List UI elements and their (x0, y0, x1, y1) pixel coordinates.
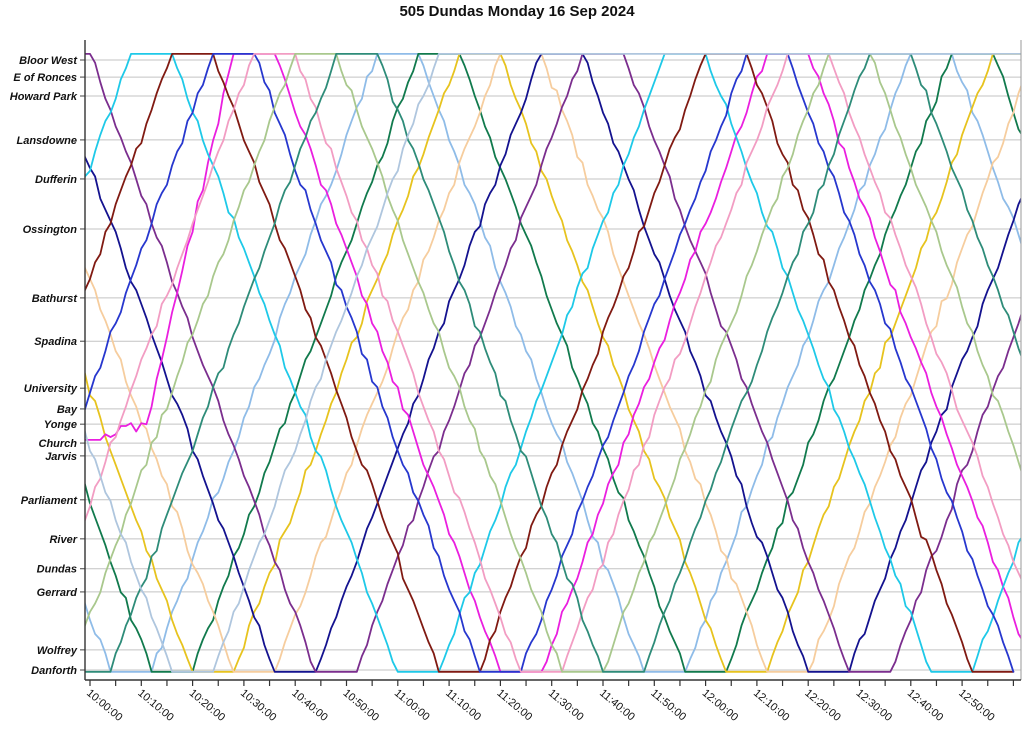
x-axis-time-label: 10:40:00 (289, 687, 330, 724)
y-axis-stop-label: Yonge (44, 419, 77, 431)
y-axis-stop-label: University (24, 383, 78, 395)
y-axis-stop-label: Howard Park (10, 91, 78, 103)
chart-title: 505 Dundas Monday 16 Sep 2024 (399, 3, 635, 20)
x-axis-time-label: 11:40:00 (597, 687, 637, 723)
vehicle-trace-run-8 (85, 53, 1021, 673)
y-axis-stop-label: Wolfrey (37, 645, 78, 657)
x-axis-time-label: 11:20:00 (494, 687, 534, 723)
x-axis-time-label: 10:30:00 (238, 687, 279, 724)
x-axis-time-label: 11:00:00 (392, 687, 432, 723)
y-axis-stop-label: Bathurst (32, 293, 79, 305)
vehicle-trace-run-13 (85, 53, 1021, 673)
vehicle-trace-run-2 (85, 53, 1021, 673)
y-axis-stop-label: Dundas (37, 564, 77, 576)
x-axis-time-label: 11:50:00 (648, 687, 688, 723)
vehicle-trace-run-3 (85, 53, 1021, 673)
gridlines-layer (85, 59, 1021, 671)
y-axis-stop-label: Gerrard (37, 587, 78, 599)
y-axis-stop-label: Dufferin (35, 174, 77, 186)
x-axis-time-label: 10:20:00 (187, 687, 228, 724)
x-axis-time-label: 12:20:00 (802, 687, 843, 724)
x-axis-time-label: 12:50:00 (956, 687, 997, 724)
x-axis-time-label: 12:30:00 (854, 687, 895, 724)
vehicle-trace-run-4 (85, 53, 1021, 673)
vehicle-trace-run-11 (85, 53, 1021, 673)
x-axis-time-label: 10:50:00 (341, 687, 382, 724)
y-axis-stop-label: River (49, 534, 77, 546)
y-axis-stop-label: Ossington (23, 224, 78, 236)
y-axis-stop-label: Jarvis (45, 451, 77, 463)
vehicle-trace-run-9 (85, 53, 1015, 673)
y-axis-stop-label: Bay (57, 404, 78, 416)
x-axis-time-label: 11:30:00 (546, 687, 586, 723)
x-axis-time-label: 12:10:00 (751, 687, 792, 724)
y-axis-stop-label: Danforth (31, 665, 77, 677)
y-axis-stop-label: Lansdowne (16, 135, 77, 147)
vehicle-trace-run-10 (85, 53, 1015, 673)
y-axis-stop-label: Parliament (21, 495, 79, 507)
x-axis-time-label: 11:10:00 (443, 687, 483, 723)
vehicle-trace-run-1 (85, 53, 1021, 673)
vehicle-traces-layer (85, 53, 1021, 673)
vehicle-trace-run-6 (85, 53, 1021, 673)
x-axis-time-label: 10:00:00 (84, 687, 125, 724)
x-axis-time-label: 12:40:00 (905, 687, 946, 724)
x-axis-time-label: 12:00:00 (700, 687, 741, 724)
y-axis-stop-label: Spadina (34, 336, 77, 348)
y-axis-stop-label: Church (39, 438, 78, 450)
y-axis-stop-label: Bloor West (19, 55, 78, 67)
x-axis-time-label: 10:10:00 (135, 687, 176, 724)
y-axis-stop-label: E of Ronces (13, 72, 77, 84)
vehicle-trace-run-14 (85, 53, 1021, 673)
axes-layer (80, 40, 1022, 686)
